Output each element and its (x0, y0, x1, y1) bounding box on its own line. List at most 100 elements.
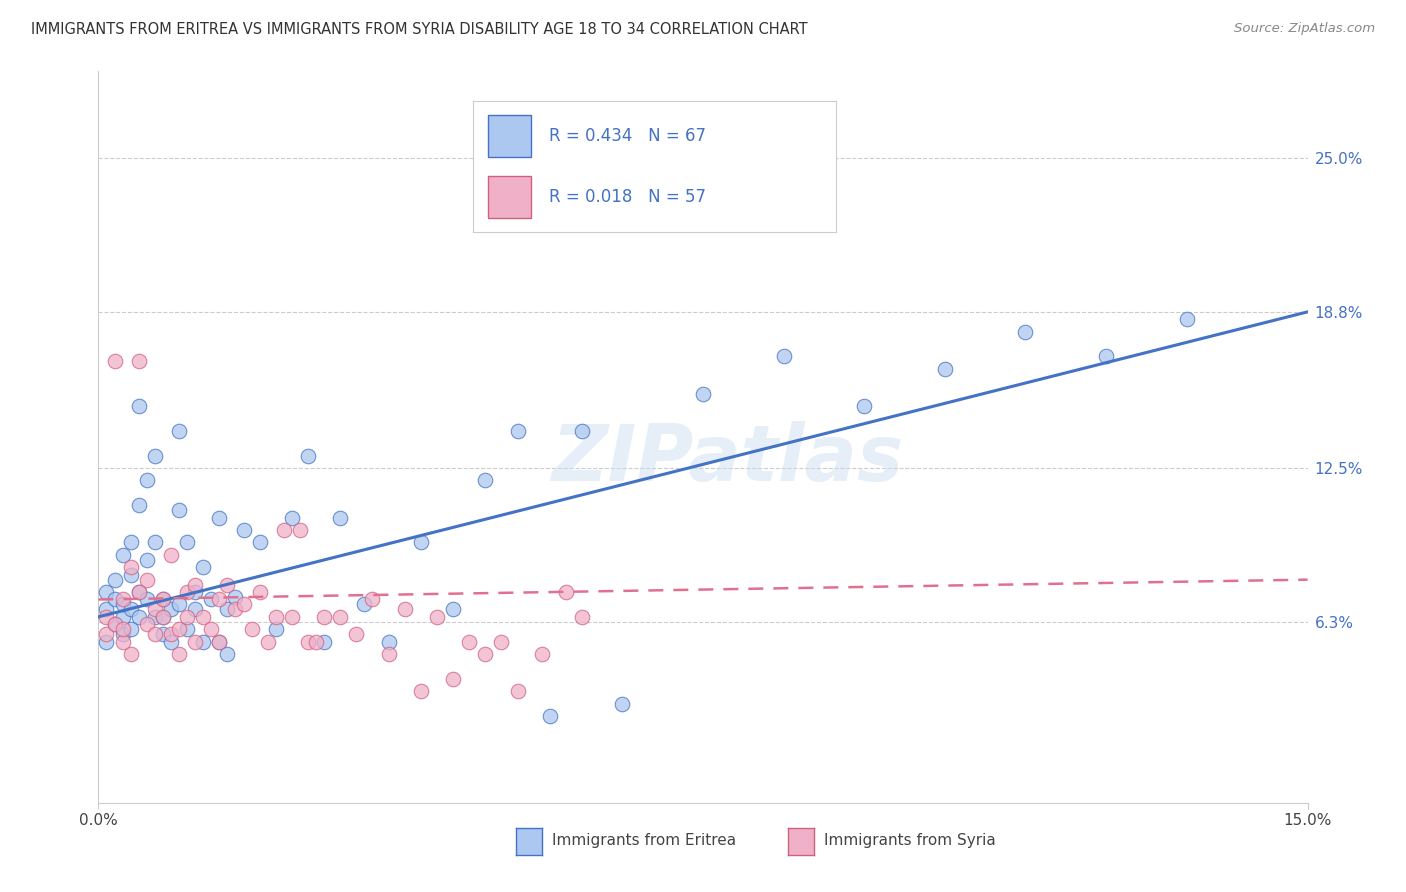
Point (160, 634, 183, 648)
Point (135, 573, 157, 587)
Point (853, 399, 876, 413)
Point (111, 548, 134, 562)
Point (103, 617, 125, 632)
Point (120, 602, 142, 616)
Point (273, 523, 295, 537)
Point (160, 627, 183, 641)
Point (96, 610, 118, 624)
Text: IMMIGRANTS FROM ERITREA VS IMMIGRANTS FROM SYRIA DISABILITY AGE 18 TO 34 CORRELA: IMMIGRANTS FROM ERITREA VS IMMIGRANTS FR… (31, 22, 807, 37)
Point (184, 577, 207, 591)
Point (692, 386, 714, 401)
Point (394, 602, 416, 616)
Point (344, 627, 367, 641)
Point (152, 610, 174, 624)
Point (474, 647, 496, 661)
Point (193, 610, 215, 624)
Point (555, 585, 578, 599)
Point (143, 449, 166, 463)
Point (128, 585, 150, 599)
Point (120, 560, 142, 574)
Point (571, 424, 593, 438)
Point (184, 585, 207, 599)
Point (506, 424, 529, 438)
Point (120, 622, 142, 636)
Point (409, 535, 432, 549)
Point (441, 602, 464, 616)
Point (111, 627, 134, 641)
Point (458, 634, 481, 648)
Point (538, 709, 561, 723)
Point (232, 523, 254, 537)
Point (329, 510, 352, 524)
Text: ZIPatlas: ZIPatlas (551, 421, 903, 497)
Point (256, 634, 278, 648)
Point (167, 503, 190, 517)
Point (571, 610, 593, 624)
Point (377, 634, 399, 648)
Point (281, 610, 304, 624)
Point (208, 592, 231, 607)
Point (249, 535, 271, 549)
Point (232, 598, 254, 612)
Point (111, 592, 134, 607)
Text: Immigrants from Syria: Immigrants from Syria (824, 833, 995, 848)
Point (224, 602, 246, 616)
Text: Source: ZipAtlas.com: Source: ZipAtlas.com (1234, 22, 1375, 36)
Point (135, 553, 157, 567)
Point (530, 647, 553, 661)
Point (217, 647, 239, 661)
Point (152, 627, 174, 641)
Point (426, 610, 449, 624)
Point (143, 602, 166, 616)
Point (152, 592, 174, 607)
Point (160, 602, 183, 616)
Point (120, 647, 142, 661)
Point (409, 684, 432, 698)
Point (200, 592, 222, 607)
Point (184, 602, 207, 616)
Point (208, 510, 231, 524)
Point (103, 573, 125, 587)
Point (167, 424, 190, 438)
Text: Immigrants from Eritrea: Immigrants from Eritrea (551, 833, 735, 848)
Point (314, 634, 336, 648)
Point (120, 535, 142, 549)
Point (167, 598, 190, 612)
Point (329, 610, 352, 624)
Point (96, 602, 118, 616)
Point (103, 617, 125, 632)
Point (612, 697, 634, 711)
Point (1095, 350, 1118, 364)
Point (111, 598, 134, 612)
Point (135, 592, 157, 607)
Point (176, 622, 198, 636)
Point (240, 622, 263, 636)
Point (297, 634, 319, 648)
Point (128, 399, 150, 413)
Point (441, 672, 464, 686)
Point (288, 523, 311, 537)
Point (96, 627, 118, 641)
Point (208, 634, 231, 648)
Point (103, 354, 125, 368)
Point (193, 634, 215, 648)
Point (305, 634, 328, 648)
Point (167, 622, 190, 636)
Point (297, 449, 319, 463)
Point (152, 592, 174, 607)
Point (128, 585, 150, 599)
Point (128, 610, 150, 624)
Point (111, 610, 134, 624)
Point (934, 362, 956, 376)
Point (249, 585, 271, 599)
Point (160, 548, 183, 562)
Point (143, 610, 166, 624)
Point (491, 634, 513, 648)
Point (143, 535, 166, 549)
Point (353, 598, 375, 612)
Point (103, 592, 125, 607)
Point (176, 535, 198, 549)
Point (143, 627, 166, 641)
Point (208, 634, 231, 648)
Point (120, 567, 142, 582)
